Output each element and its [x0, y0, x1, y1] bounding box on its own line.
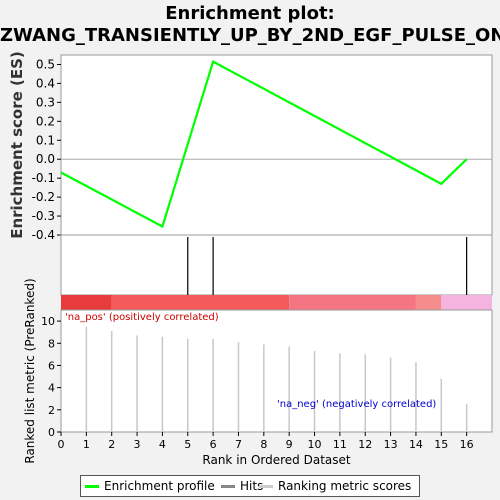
- hits-panel: [60, 234, 493, 296]
- ranked-panel: [60, 309, 493, 433]
- legend-label-enrichment: Enrichment profile: [104, 479, 215, 493]
- rank-ytick-label: 2: [48, 404, 55, 417]
- colorbar-segment: [111, 295, 290, 310]
- xlabel: Rank in Ordered Dataset: [202, 453, 350, 467]
- xtick-label: 11: [333, 438, 347, 451]
- xtick-label: 14: [409, 438, 423, 451]
- xtick-label: 5: [184, 438, 191, 451]
- xtick-label: 4: [159, 438, 166, 451]
- xtick-label: 6: [210, 438, 217, 451]
- colorbar-segment: [289, 295, 416, 310]
- chart-title-line2: ZWANG_TRANSIENTLY_UP_BY_2ND_EGF_PULSE_ON…: [0, 25, 500, 46]
- es-ytick-label: 0.4: [36, 76, 55, 90]
- xtick-label: 8: [260, 438, 267, 451]
- es-panel: [60, 54, 493, 236]
- es-ytick-label: -0.1: [32, 171, 55, 185]
- rank-ytick-label: 10: [41, 315, 55, 328]
- es-ytick-label: 0.2: [36, 114, 55, 128]
- rank-ytick-label: 0: [48, 426, 55, 439]
- rank-ytick-label: 4: [48, 382, 55, 395]
- legend-swatch-ranking: [259, 485, 273, 488]
- xtick-label: 1: [83, 438, 90, 451]
- enrichment-profile-line: [60, 60, 468, 229]
- legend-label-ranking: Ranking metric scores: [278, 479, 412, 493]
- xtick-label: 12: [358, 438, 372, 451]
- xtick-label: 10: [308, 438, 322, 451]
- colorbar-segment: [441, 295, 492, 310]
- xtick-label: 0: [58, 438, 65, 451]
- pos-correlated-label: 'na_pos' (positively correlated): [65, 312, 219, 323]
- enrichment-chart: 0.5 0.4 0.3 0.2 0.1 0.0 -0.1 -0.2 -0.3 -0.4 Enrich…: [8, 51, 493, 467]
- xtick-label: 3: [134, 438, 141, 451]
- xtick-label: 13: [384, 438, 398, 451]
- es-ytick-label: 0.1: [36, 133, 55, 147]
- xtick-label: 16: [460, 438, 474, 451]
- legend: Enrichment profile Hits Ranking metric s…: [80, 475, 420, 497]
- xtick-label: 9: [286, 438, 293, 451]
- rank-ylabel: Ranked list metric (PreRanked): [23, 278, 37, 463]
- colorbar-segment: [61, 295, 112, 310]
- es-ytick-label: 0.3: [36, 95, 55, 109]
- legend-swatch-hits: [221, 485, 235, 488]
- xtick-label: 2: [108, 438, 115, 451]
- es-ylabel: Enrichment score (ES): [8, 51, 26, 239]
- legend-swatch-enrichment: [85, 485, 99, 488]
- rank-ytick-label: 8: [48, 337, 55, 350]
- xtick-label: 15: [434, 438, 448, 451]
- neg-correlated-label: 'na_neg' (negatively correlated): [277, 399, 436, 410]
- colorbar-segment: [415, 295, 442, 310]
- es-ytick-label: -0.2: [32, 190, 55, 204]
- es-ytick-label: -0.4: [32, 228, 55, 242]
- legend-label-hits: Hits: [240, 479, 264, 493]
- chart-title-line1: Enrichment plot:: [165, 3, 335, 24]
- es-ytick-label: -0.3: [32, 209, 55, 223]
- xtick-label: 7: [235, 438, 242, 451]
- es-ytick-label: 0.0: [36, 152, 55, 166]
- rank-ytick-label: 6: [48, 359, 55, 372]
- es-ytick-label: 0.5: [36, 57, 55, 71]
